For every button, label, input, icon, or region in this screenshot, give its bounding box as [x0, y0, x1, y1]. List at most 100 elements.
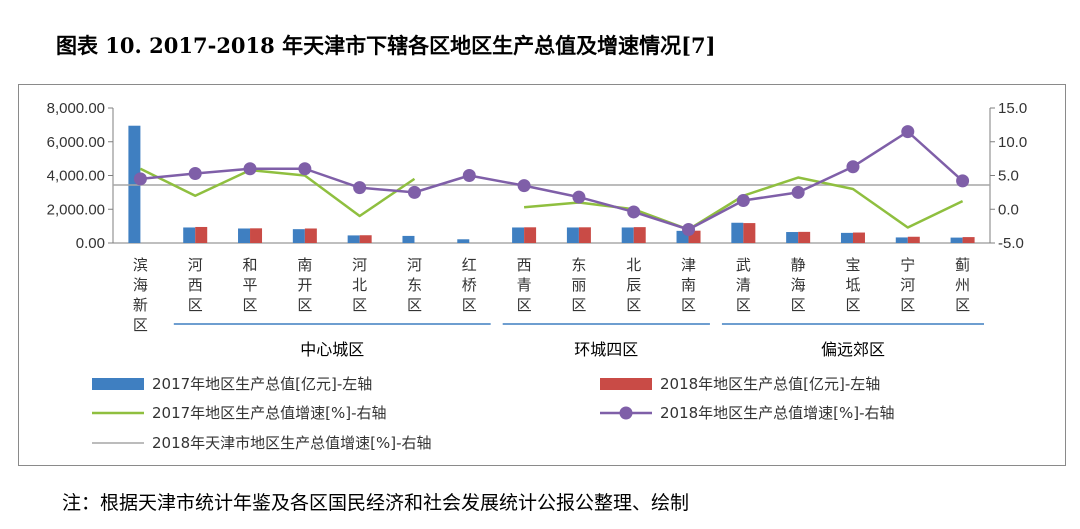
category-char: 青 — [517, 276, 532, 294]
category-char: 北 — [626, 256, 641, 274]
legend-label-0: 2017年地区生产总值[亿元]-左轴 — [152, 375, 372, 393]
legend-label-4: 2018年天津市地区生产总值增速[%]-右轴 — [152, 434, 432, 452]
category-char: 南 — [681, 276, 696, 294]
category-char: 区 — [955, 296, 970, 314]
bar-2018-9 — [633, 227, 646, 243]
legend-label-1: 2018年地区生产总值[亿元]-左轴 — [660, 375, 880, 393]
category-label-5: 河东区 — [407, 256, 422, 314]
group-label-0: 中心城区 — [300, 340, 364, 359]
bar-2017-8 — [566, 227, 579, 243]
growth-2018-point-11 — [736, 193, 750, 207]
right-tick-label: 5.0 — [998, 168, 1019, 185]
category-char: 和 — [243, 256, 258, 274]
category-label-15: 蓟州区 — [955, 256, 970, 314]
category-char: 区 — [900, 296, 915, 314]
category-char: 区 — [517, 296, 532, 314]
category-char: 区 — [352, 296, 367, 314]
bar-2018-15 — [962, 237, 975, 243]
category-char: 区 — [681, 296, 696, 314]
right-tick-label: 10.0 — [998, 134, 1027, 151]
category-char: 河 — [407, 256, 422, 274]
category-label-9: 北辰区 — [626, 256, 641, 314]
category-char: 静 — [791, 256, 806, 274]
left-tick-label: 6,000.00 — [47, 134, 105, 151]
right-tick-label: 15.0 — [998, 100, 1027, 117]
category-char: 清 — [736, 276, 751, 294]
bar-2017-15 — [950, 237, 963, 243]
chart-note: 注：根据天津市统计年鉴及各区国民经济和社会发展统计公报公整理、绘制 — [62, 492, 690, 514]
category-char: 区 — [462, 296, 477, 314]
category-char: 西 — [517, 256, 532, 274]
legend-swatch-1 — [600, 378, 652, 390]
growth-2018-point-0 — [133, 172, 147, 186]
category-char: 西 — [188, 276, 203, 294]
bar-2017-3 — [292, 229, 305, 243]
bar-2017-1 — [183, 227, 196, 243]
legend-marker-3 — [619, 406, 633, 420]
growth-2018-line-segment-0 — [140, 130, 964, 231]
category-char: 区 — [243, 296, 258, 314]
category-label-4: 河北区 — [352, 256, 367, 314]
growth-2018-point-8 — [572, 190, 586, 204]
category-char: 红 — [462, 256, 477, 274]
category-label-2: 和平区 — [243, 256, 258, 314]
bar-2018-14 — [907, 236, 920, 243]
category-label-11: 武清区 — [736, 256, 751, 314]
category-char: 北 — [352, 276, 367, 294]
bar-2017-12 — [786, 232, 799, 243]
category-char: 海 — [791, 276, 806, 294]
left-tick-label: 4,000.00 — [47, 168, 105, 185]
chart-title: 图表 10. 2017-2018 年天津市下辖各区地区生产总值及增速情况[7] — [56, 33, 716, 58]
growth-2018-point-14 — [901, 125, 915, 139]
category-label-10: 津南区 — [681, 256, 696, 314]
bar-2018-3 — [304, 228, 317, 243]
group-label-1: 环城四区 — [574, 340, 638, 359]
bar-2018-1 — [195, 226, 208, 243]
legend-label-2: 2017年地区生产总值增速[%]-右轴 — [152, 404, 387, 422]
growth-2018-point-3 — [298, 162, 312, 176]
growth-2018-point-15 — [956, 174, 970, 188]
bar-2018-7 — [524, 227, 537, 243]
category-char: 桥 — [462, 276, 477, 294]
category-char: 区 — [626, 296, 641, 314]
category-char: 武 — [736, 256, 751, 274]
growth-2018-point-12 — [791, 185, 805, 199]
growth-2018-point-7 — [517, 179, 531, 193]
bar-2017-7 — [512, 227, 525, 243]
category-label-7: 西青区 — [517, 256, 532, 314]
category-char: 东 — [407, 276, 422, 294]
bar-2018-4 — [359, 235, 372, 243]
category-char: 新 — [133, 296, 148, 314]
category-char: 津 — [681, 256, 696, 274]
category-label-12: 静海区 — [791, 256, 806, 314]
bar-2017-14 — [895, 237, 908, 243]
category-label-14: 宁河区 — [900, 256, 915, 314]
category-label-13: 宝坻区 — [845, 256, 860, 314]
bar-2017-6 — [457, 239, 470, 243]
growth-2018-point-1 — [188, 166, 202, 180]
category-char: 州 — [955, 276, 970, 294]
bar-2017-11 — [731, 222, 744, 243]
category-char: 区 — [133, 316, 148, 334]
category-char: 宝 — [845, 256, 860, 274]
bar-2018-8 — [578, 227, 591, 243]
legend-label-3: 2018年地区生产总值增速[%]-右轴 — [660, 404, 895, 422]
growth-2017-line-segment-0 — [139, 167, 416, 218]
category-char: 区 — [297, 296, 312, 314]
category-char: 南 — [297, 256, 312, 274]
category-char: 滨 — [133, 256, 148, 274]
left-tick-label: 0.00 — [76, 235, 105, 252]
category-label-1: 河西区 — [188, 256, 203, 314]
growth-2018-point-10 — [682, 223, 696, 236]
category-char: 开 — [297, 276, 312, 294]
growth-2018-point-13 — [846, 160, 860, 174]
category-char: 区 — [791, 296, 806, 314]
category-char: 辰 — [626, 276, 641, 294]
growth-2018-point-4 — [353, 181, 367, 195]
category-label-3: 南开区 — [297, 256, 312, 314]
bar-2017-9 — [621, 227, 634, 243]
category-label-6: 红桥区 — [462, 256, 477, 314]
left-tick-label: 8,000.00 — [47, 100, 105, 117]
growth-2018-point-9 — [627, 205, 641, 219]
